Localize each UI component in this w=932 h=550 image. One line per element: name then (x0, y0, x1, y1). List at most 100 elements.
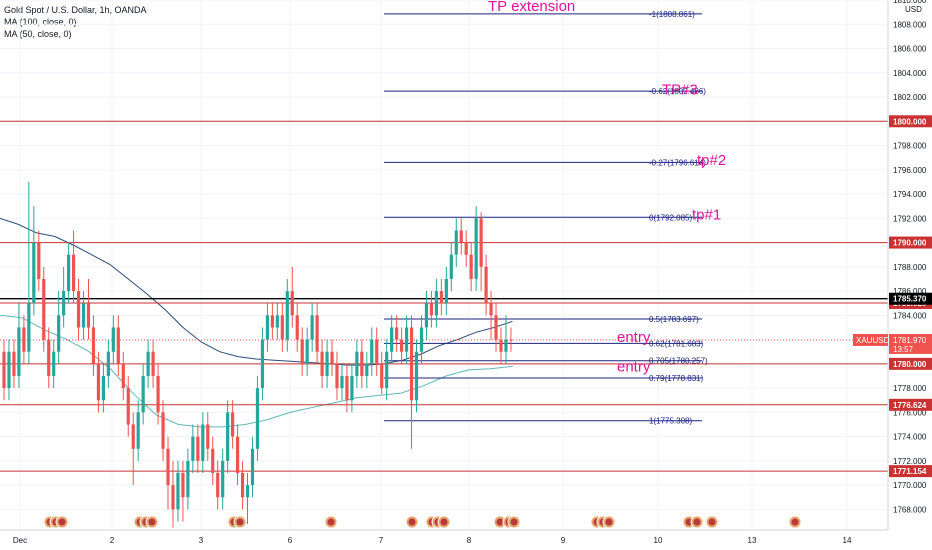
candle-body (325, 351, 329, 376)
fib-label: 0.5(1783.697) (649, 315, 699, 324)
time-tick-label: 13 (748, 536, 757, 545)
candle-body (81, 303, 86, 328)
candle-body (464, 242, 468, 255)
candle-body (390, 327, 394, 352)
candle-body (439, 291, 443, 304)
candle-body (7, 351, 11, 389)
flag-icon[interactable] (437, 515, 451, 529)
flag-icon[interactable] (405, 515, 419, 529)
candle-body (280, 315, 284, 340)
candle-body (62, 291, 66, 316)
candle-body (335, 363, 339, 389)
candle-body (295, 315, 299, 340)
candle-body (211, 448, 215, 473)
annotation-label: entry (617, 358, 651, 375)
current-price-tag (889, 333, 932, 354)
flag-icon-center (496, 518, 504, 526)
flag-icon[interactable] (690, 515, 704, 529)
time-tick-label: 8 (467, 536, 472, 545)
price-tick-label: 1792.000 (893, 214, 927, 223)
candle-body (196, 436, 200, 461)
price-tick-label: 1794.000 (893, 190, 927, 199)
candle-body (12, 351, 16, 376)
candle-body (255, 388, 260, 449)
candle-body (424, 303, 429, 328)
candle-body (146, 351, 150, 376)
level-price-tag (889, 465, 932, 478)
candle-body (181, 472, 185, 498)
level-price-tag (889, 357, 932, 370)
candle-body (385, 351, 389, 389)
candle-body (360, 351, 364, 376)
level-price-tag (889, 398, 932, 411)
candle-body (186, 460, 190, 498)
economic-events[interactable] (43, 515, 802, 529)
flag-icon[interactable] (493, 515, 507, 529)
flag-icon[interactable] (788, 515, 802, 529)
symbol-tag (853, 333, 888, 346)
candle-body (22, 327, 26, 352)
candle-body (86, 303, 91, 328)
candle-body (71, 254, 76, 292)
flag-icon[interactable] (507, 515, 521, 529)
fib-label: -0.27(1796.614) (649, 158, 706, 167)
level-price-tag (889, 115, 932, 128)
candle-body (27, 303, 31, 352)
time-axis[interactable]: Dec 2 3 6 7 8 9 10 13 14 (0, 529, 888, 550)
time-tick-label: 3 (199, 536, 204, 545)
candle-body (176, 472, 180, 510)
candle-body (300, 339, 304, 364)
candle-body (499, 339, 503, 352)
flag-icon[interactable] (55, 515, 69, 529)
flag-icon-center (236, 518, 244, 526)
candle-body (504, 339, 508, 352)
flag-icon[interactable] (324, 515, 338, 529)
symbol-text: XAUUSD (856, 336, 890, 345)
flag-icon-center (440, 518, 448, 526)
candle-body (52, 351, 56, 376)
flag-icon[interactable] (705, 515, 719, 529)
flag-icon[interactable] (145, 515, 159, 529)
candle-body (489, 303, 493, 316)
black-level-tag (889, 292, 932, 305)
price-tick-label: 1798.000 (893, 142, 927, 151)
candle-body (414, 351, 419, 401)
flag-icon-center (408, 518, 416, 526)
flag-icon-center (791, 518, 799, 526)
candle-body (37, 242, 41, 279)
candle-body (409, 327, 414, 401)
candle-body (484, 266, 488, 304)
flag-icon-center (605, 518, 613, 526)
candle-body (76, 291, 81, 328)
candle-body (156, 375, 160, 413)
legend-title: Gold Spot / U.S. Dollar, 1h, OANDA (4, 5, 147, 15)
candle-body (290, 291, 294, 316)
flag-icon-center (510, 518, 518, 526)
candle-body (101, 375, 105, 401)
candle-body (171, 485, 175, 510)
fib-label: 0.62(1781.683) (649, 339, 704, 348)
candle-body (395, 327, 399, 340)
flag-icon[interactable] (602, 515, 616, 529)
level-price-tag (889, 236, 932, 249)
annotation-label: TP extension (488, 0, 575, 15)
time-tick-label: Dec (13, 536, 27, 545)
candlesticks (2, 181, 513, 528)
time-tick-label: 10 (654, 536, 663, 545)
level-price-text: 1776.624 (893, 401, 927, 410)
candle-body (380, 363, 384, 389)
candle-body (479, 218, 483, 267)
flag-icon[interactable] (233, 515, 247, 529)
price-tick-label: 1796.000 (893, 166, 927, 175)
fib-label: -1(1808.861) (649, 10, 695, 19)
price-axis[interactable]: 1768.000 1770.000 1772.000 1774.000 1776.000… (853, 0, 932, 550)
flag-icon-center (58, 518, 66, 526)
candle-body (231, 412, 235, 437)
candle-body (206, 424, 210, 449)
candle-body (166, 448, 170, 486)
candle-body (434, 291, 438, 316)
candle-body (136, 412, 140, 449)
candle-body (32, 242, 36, 304)
price-tick-label: 1784.000 (893, 311, 927, 320)
